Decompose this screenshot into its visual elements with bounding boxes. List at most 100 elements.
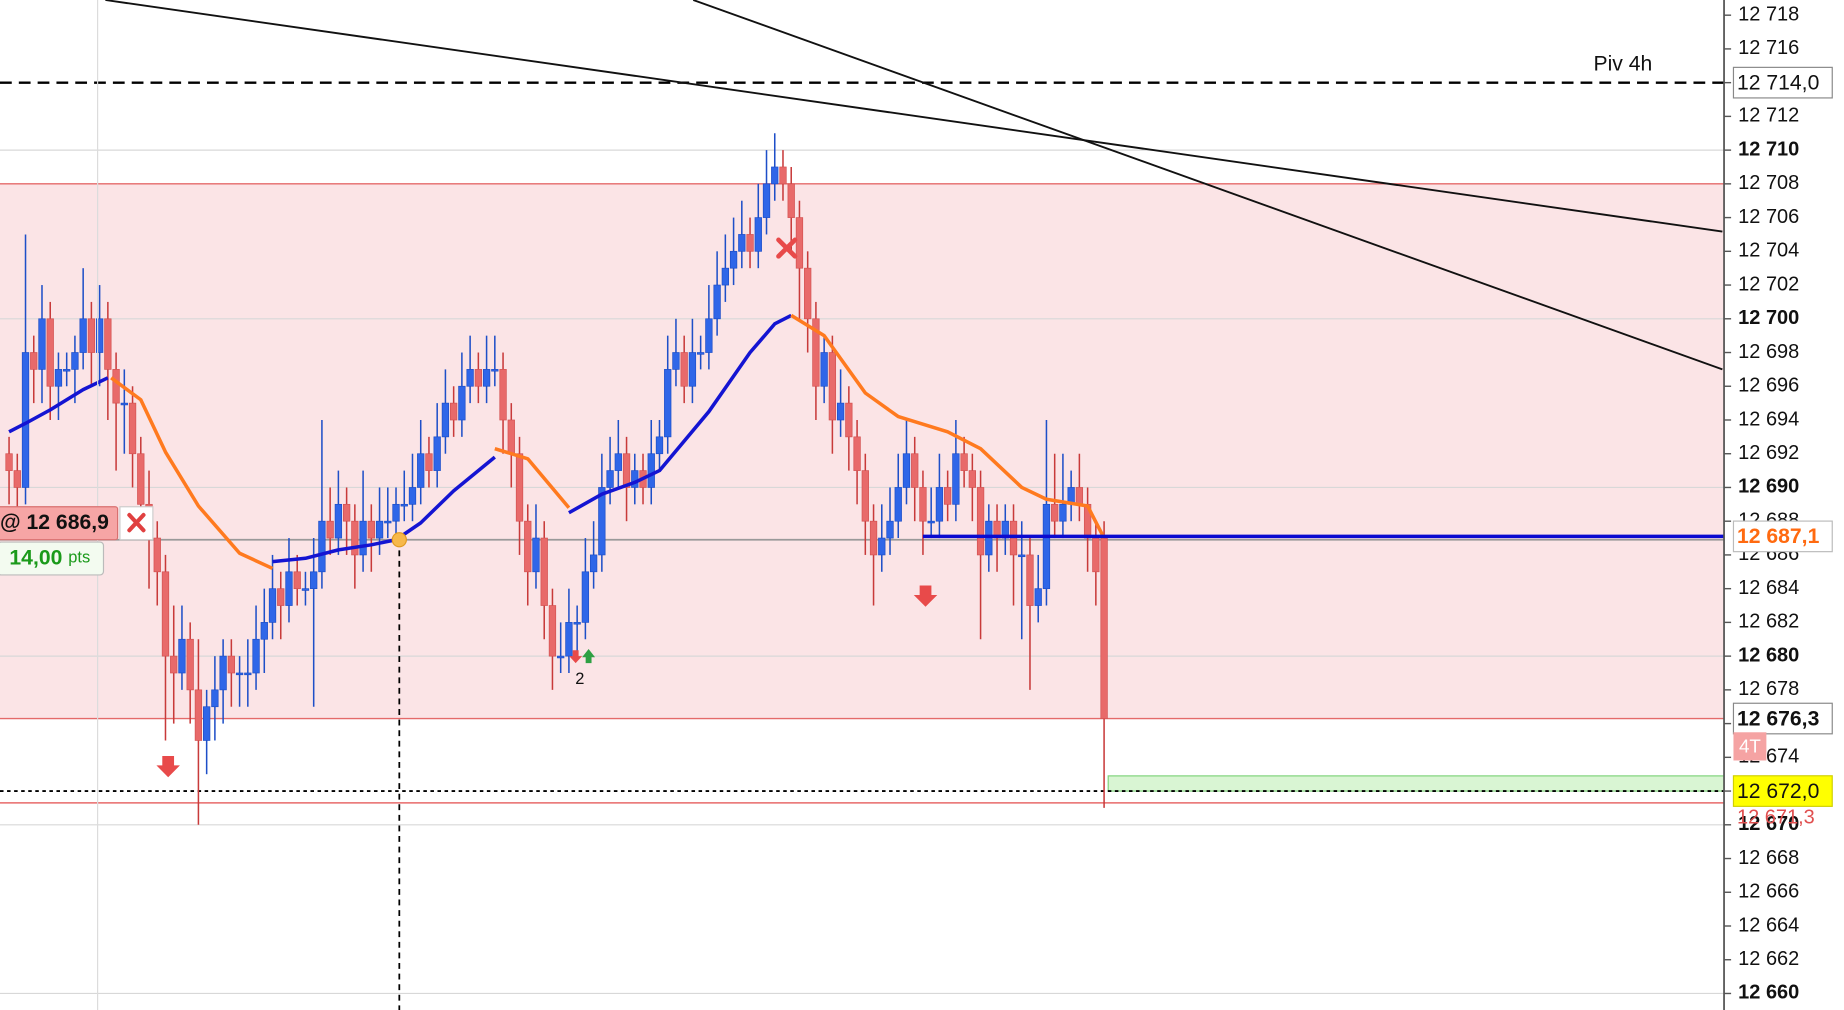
- candle-body: [598, 487, 606, 556]
- candle-body: [976, 487, 985, 556]
- candle-body: [614, 453, 622, 471]
- candle-body: [466, 369, 474, 387]
- candle-body: [779, 166, 787, 185]
- order-band: [1107, 775, 1725, 792]
- candle-body: [310, 571, 318, 590]
- candle-body: [104, 318, 112, 370]
- candle-body: [820, 352, 828, 387]
- candle-body: [252, 638, 260, 674]
- axis-panel: [1724, 0, 1844, 1010]
- candle-body: [186, 638, 194, 691]
- candle-body: [260, 622, 268, 640]
- sell-arrow: [156, 756, 180, 778]
- candle-body: [664, 369, 672, 438]
- pivot-price-box: [1732, 66, 1833, 99]
- candle-body: [960, 453, 968, 471]
- candle-body: [894, 487, 902, 522]
- candle-body: [680, 352, 688, 387]
- candle-body: [557, 655, 565, 659]
- y-tick-label: 12 696: [1738, 375, 1799, 397]
- candle-body: [38, 318, 46, 370]
- order-price-label: 12 672,0: [1737, 780, 1819, 803]
- candle-body: [87, 318, 96, 353]
- candle-body: [697, 352, 705, 355]
- candle-body: [622, 453, 631, 488]
- candle-body: [911, 453, 919, 488]
- pivot-price-label: 12 714,0: [1737, 71, 1819, 94]
- candle-body: [1059, 503, 1067, 522]
- candle-body: [762, 183, 771, 218]
- candle-body: [120, 402, 128, 406]
- candle-body: [754, 217, 762, 252]
- candle-body: [886, 520, 894, 539]
- order-tag-box: [1733, 732, 1767, 761]
- candle-body: [935, 487, 944, 522]
- candle-body: [161, 571, 170, 657]
- y-tick-label: 12 666: [1738, 881, 1799, 903]
- y-tick-label: 12 716: [1738, 37, 1799, 59]
- candle-body: [417, 453, 425, 488]
- pivot-name: Piv 4h: [1593, 53, 1652, 76]
- candle-body: [1018, 554, 1026, 558]
- candle-body: [647, 453, 655, 488]
- y-tick-label: 12 702: [1738, 273, 1799, 295]
- range-zone: [0, 183, 1725, 719]
- moving-average: [8, 313, 793, 564]
- candle-body: [524, 520, 532, 573]
- y-tick-label: 12 660: [1738, 982, 1799, 1004]
- candle-body: [244, 672, 252, 676]
- candle-body: [968, 470, 976, 488]
- candle-body: [655, 436, 664, 455]
- buy-arrow-small: [582, 649, 596, 664]
- candle-body: [293, 571, 301, 590]
- candle-body: [342, 503, 351, 522]
- candle-body: [804, 267, 812, 320]
- y-tick-label: 12 712: [1738, 105, 1799, 127]
- sell-arrow-small: [569, 650, 583, 664]
- y-tick-label: 12 668: [1738, 847, 1799, 869]
- pnl-box: [0, 541, 105, 576]
- trend-line: [105, 0, 1723, 233]
- candle-body: [836, 402, 845, 421]
- y-tick-label: 12 684: [1738, 577, 1799, 599]
- candle-body: [853, 436, 861, 471]
- candle-body: [845, 402, 853, 438]
- candle-body: [738, 234, 746, 252]
- candle-body: [474, 369, 482, 387]
- exit-marker: [776, 237, 798, 259]
- order-tag: 4T: [1739, 736, 1761, 757]
- candle-body: [235, 672, 244, 676]
- candle-body: [112, 369, 120, 404]
- candle-body: [927, 520, 935, 524]
- candle-body: [482, 369, 491, 387]
- candle-body: [137, 453, 145, 505]
- order-price-box: [1732, 775, 1833, 807]
- y-tick-label: 12 704: [1738, 240, 1799, 262]
- candle-body: [532, 537, 540, 573]
- candle-body: [1034, 588, 1042, 606]
- candle-body: [203, 706, 211, 741]
- candle-body: [1026, 554, 1034, 606]
- candle-body: [441, 402, 450, 438]
- y-tick-label: 12 710: [1738, 138, 1799, 160]
- candle-body: [268, 588, 277, 623]
- candle-body: [285, 571, 293, 606]
- candle-body: [95, 318, 104, 353]
- candle-body: [952, 453, 960, 505]
- candle-body: [384, 520, 392, 524]
- candle-body: [713, 284, 721, 320]
- candle-body: [178, 638, 186, 674]
- y-tick-label: 12 664: [1738, 914, 1799, 936]
- candle-body: [392, 503, 400, 522]
- candle-body: [128, 402, 137, 455]
- candle-body: [573, 622, 581, 625]
- candle-body: [771, 166, 779, 185]
- current-price-box: [1732, 520, 1833, 553]
- candle-body: [359, 520, 367, 556]
- pnl-text: 14,00 pts: [9, 546, 90, 569]
- candle-body: [30, 352, 38, 370]
- candle-body: [944, 487, 952, 505]
- candle-body: [219, 655, 227, 691]
- entry-dot: [391, 532, 407, 548]
- candle-body: [5, 453, 13, 471]
